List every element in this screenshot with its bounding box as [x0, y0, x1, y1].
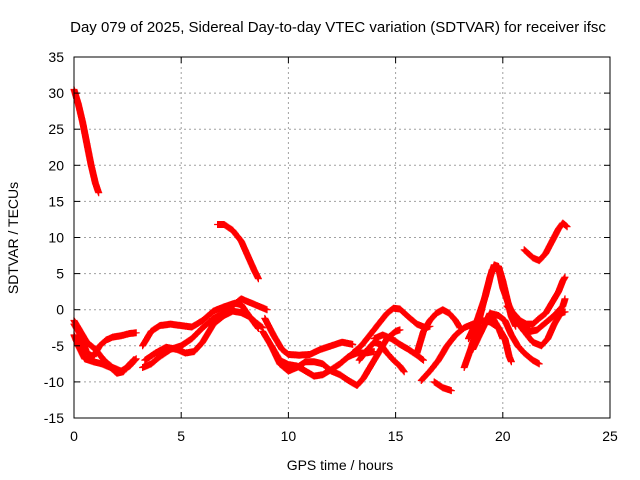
series-arc-8 [139, 295, 271, 371]
data-point-marks [413, 306, 464, 357]
y-tick-label: 35 [48, 49, 64, 65]
series-arc-24 [520, 219, 571, 265]
x-tick-label: 10 [281, 428, 297, 444]
data-point-marks [267, 326, 404, 389]
series-arc-20 [469, 309, 543, 368]
y-tick-label: 10 [48, 230, 64, 246]
series-arc-22 [512, 295, 569, 335]
data-point-marks [349, 304, 434, 357]
y-tick-label: 5 [56, 266, 64, 282]
series-arc-1 [70, 86, 103, 197]
y-tick-label: -10 [44, 374, 64, 390]
y-tick-label: -15 [44, 410, 64, 426]
series-arc-15 [413, 306, 464, 357]
data-point-marks [214, 221, 262, 283]
x-tick-label: 5 [177, 428, 185, 444]
series-arc-21 [503, 273, 569, 328]
y-tick-label: -5 [52, 338, 65, 354]
y-tick-label: 20 [48, 157, 64, 173]
data-point-marks [430, 378, 455, 395]
y-tick-label: 0 [56, 302, 64, 318]
y-tick-label: 25 [48, 121, 64, 137]
data-point-marks [139, 295, 271, 371]
y-axis-label: SDTVAR / TECUs [5, 182, 21, 294]
data-point-marks [70, 86, 103, 197]
series-arc-14 [370, 331, 427, 364]
data-point-marks [512, 295, 569, 335]
x-tick-label: 20 [495, 428, 511, 444]
x-tick-label: 0 [70, 428, 78, 444]
data-point-marks [370, 331, 427, 364]
series-arc-23 [484, 313, 515, 366]
series-arc-9 [261, 314, 357, 359]
data-point-marks [503, 273, 569, 328]
y-tick-label: 15 [48, 193, 64, 209]
data-marks [70, 86, 571, 395]
series-arc-13 [355, 338, 408, 376]
x-tick-label: 25 [602, 428, 618, 444]
data-point-marks [484, 313, 515, 366]
series-arc-17 [430, 378, 455, 395]
data-point-marks [469, 309, 543, 368]
data-point-marks [261, 314, 357, 359]
data-point-marks [520, 219, 571, 265]
series-arc-2 [214, 221, 262, 283]
axis-ticks: -15 -10 -5 0 5 10 15 20 25 30 35 0 5 10 15 20 25 [44, 49, 618, 444]
x-axis-label: GPS time / hours [287, 457, 394, 473]
series-arc-11 [267, 326, 404, 389]
series-arc-12 [349, 304, 434, 357]
data-point-marks [355, 338, 408, 376]
chart-title: Day 079 of 2025, Sidereal Day-to-day VTE… [70, 19, 606, 36]
y-tick-label: 30 [48, 85, 64, 101]
x-tick-label: 15 [388, 428, 404, 444]
